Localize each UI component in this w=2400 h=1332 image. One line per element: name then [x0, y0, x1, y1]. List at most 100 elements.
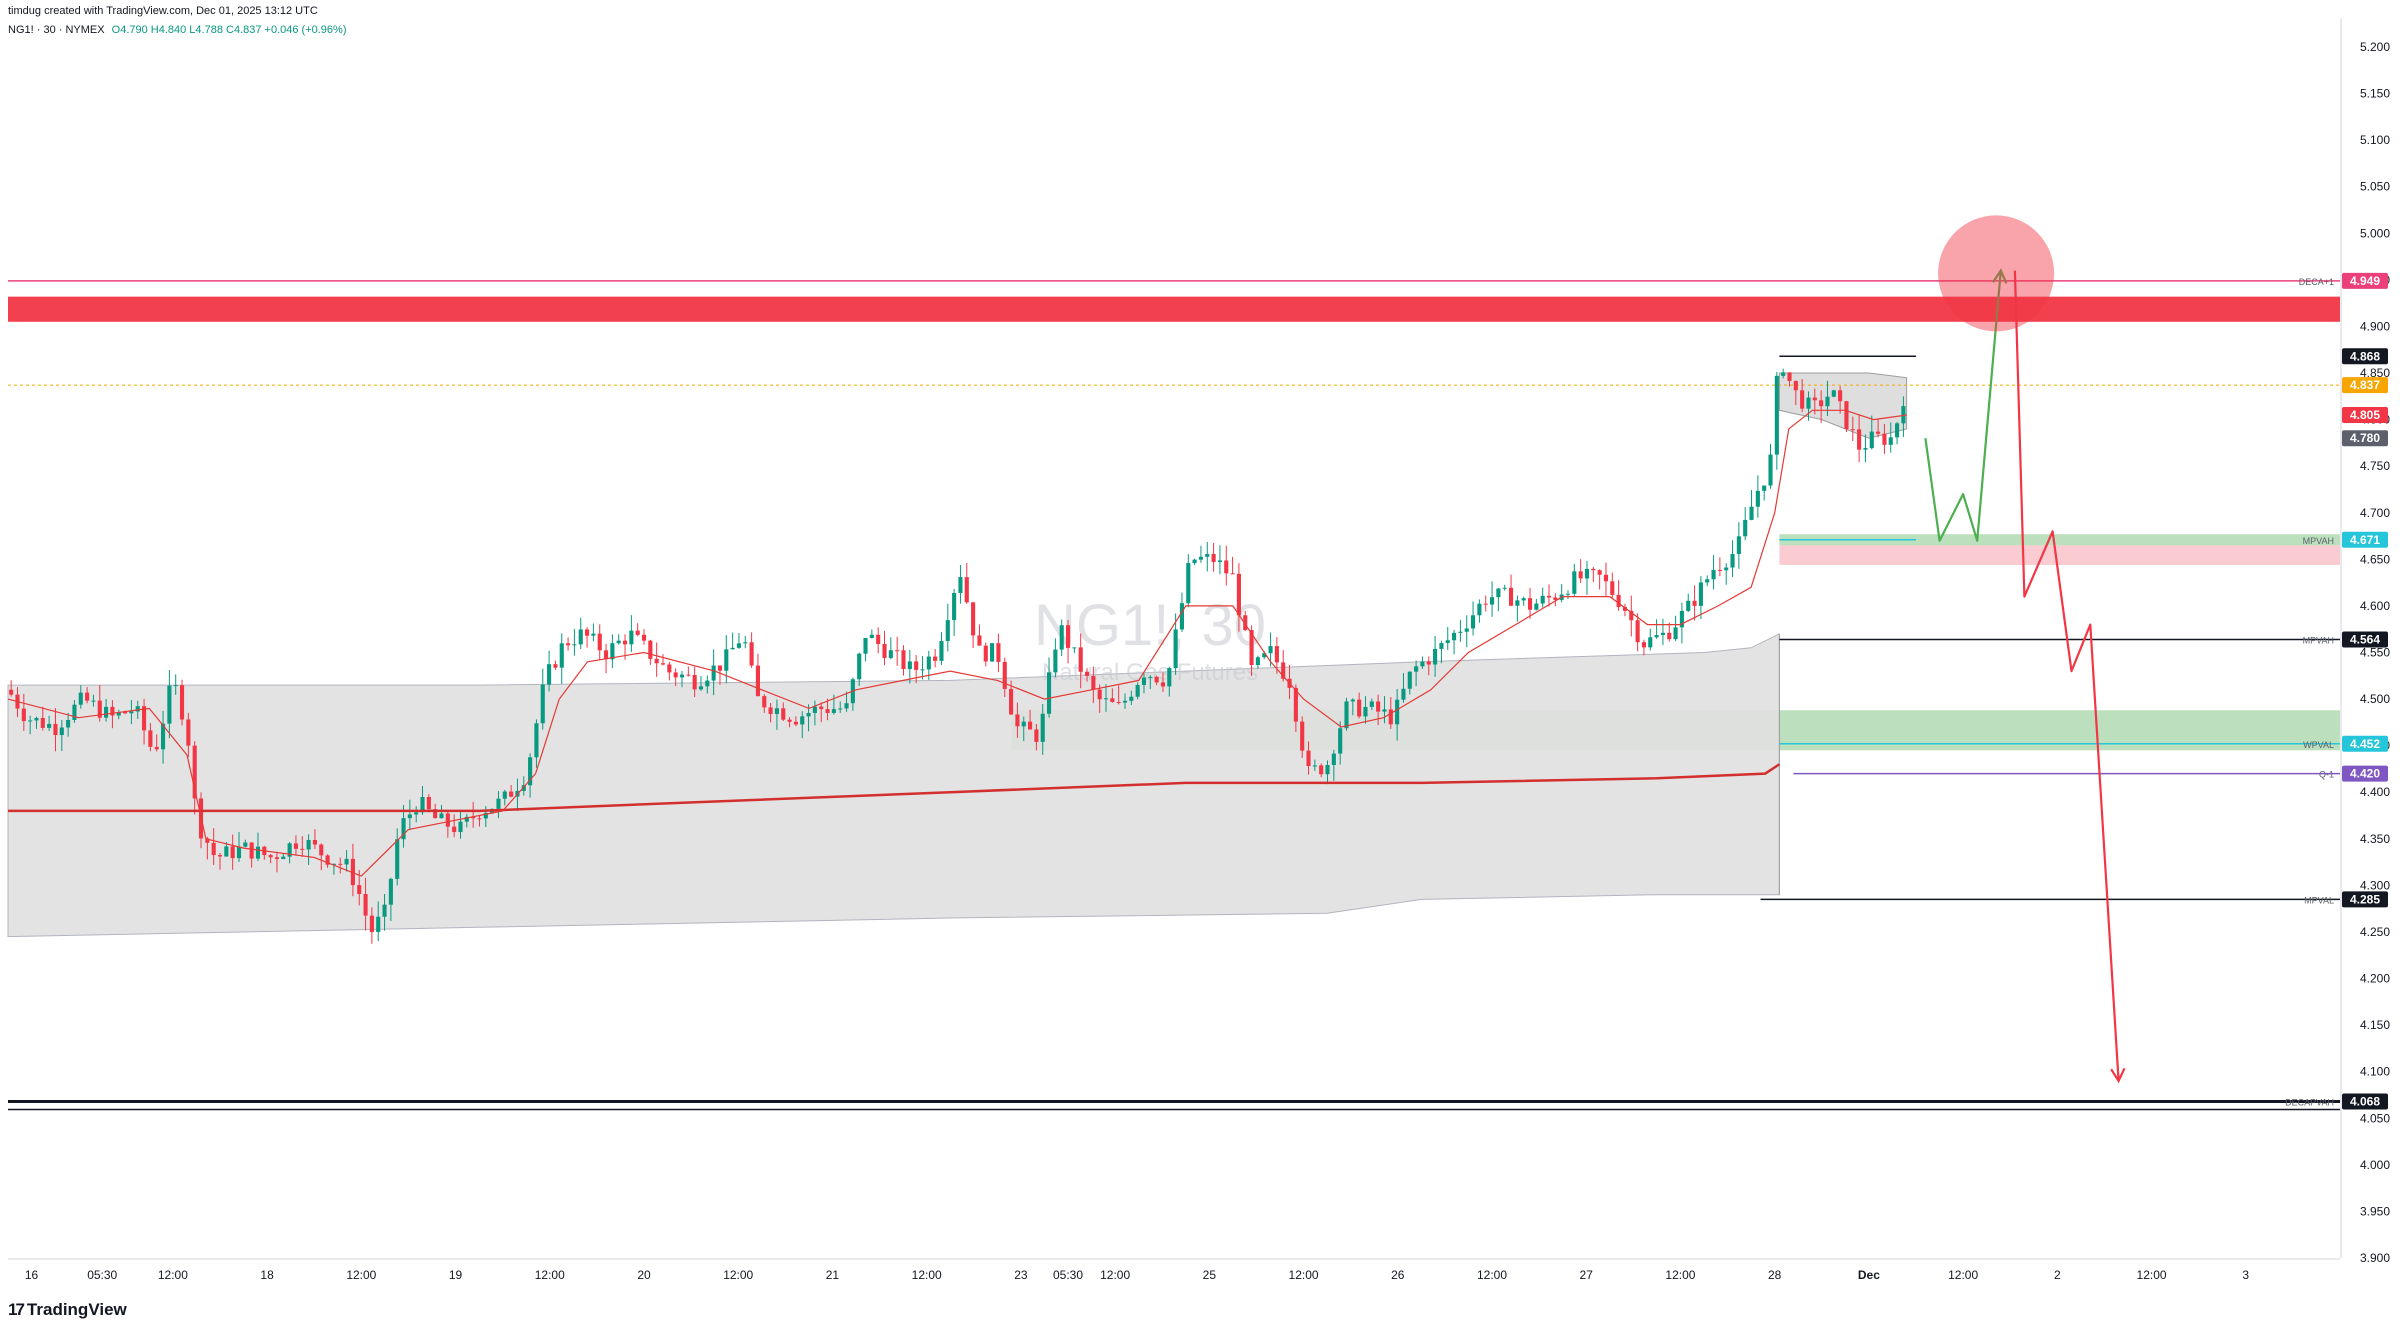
- candle: [426, 794, 431, 813]
- candle: [1591, 566, 1596, 583]
- candle-body: [274, 857, 280, 860]
- y-tick-label: 5.150: [2360, 87, 2390, 101]
- candle: [445, 810, 450, 838]
- candle-body: [319, 844, 324, 856]
- candle: [376, 901, 381, 942]
- candle-body: [768, 707, 773, 715]
- candle: [888, 637, 893, 660]
- candle-body: [401, 818, 406, 840]
- candle-body: [800, 716, 805, 725]
- candle: [1857, 414, 1862, 463]
- candle: [730, 632, 735, 650]
- candle: [66, 712, 71, 737]
- candle: [1686, 593, 1691, 613]
- candle: [78, 685, 83, 709]
- candle: [1844, 400, 1849, 433]
- y-tick-label: 3.900: [2360, 1251, 2390, 1265]
- symbol-name[interactable]: NG1! · 30 · NYMEX: [8, 24, 105, 36]
- candle-body: [724, 649, 729, 671]
- candle-body: [439, 813, 444, 819]
- candle: [768, 703, 773, 723]
- candle: [1901, 396, 1906, 437]
- candle-body: [1015, 714, 1020, 727]
- y-tick-label: 5.000: [2360, 226, 2390, 240]
- candle-body: [1483, 603, 1488, 605]
- candle: [325, 854, 330, 868]
- candle-body: [844, 703, 849, 709]
- candle-body: [920, 669, 925, 671]
- candle-body: [78, 692, 83, 705]
- candle-body: [990, 643, 995, 662]
- candle: [547, 650, 552, 692]
- tradingview-logo-icon: 17: [8, 1300, 25, 1319]
- price-axis[interactable]: 5.2005.1505.1005.0505.0004.9504.9004.850…: [2360, 40, 2390, 1265]
- candle: [1217, 545, 1222, 575]
- time-axis[interactable]: 16 05:30 12:00 18 12:00 19 12:00 20 12:00 21 12:00…: [25, 1268, 2250, 1282]
- price-tag-bg: [2342, 531, 2388, 548]
- candle-body: [547, 664, 552, 685]
- y-tick-label: 4.400: [2360, 785, 2390, 799]
- candle: [211, 828, 216, 865]
- level-label: MPVAH: [2303, 536, 2334, 546]
- candle-body: [1705, 579, 1710, 583]
- candle: [1300, 716, 1305, 758]
- candle: [1660, 618, 1665, 646]
- candle: [952, 588, 957, 636]
- candle-body: [483, 812, 488, 819]
- candle: [920, 656, 925, 680]
- vwap-line: [7, 409, 1907, 877]
- candle: [597, 624, 602, 660]
- y-tick-label: 4.850: [2360, 366, 2390, 380]
- candle: [110, 700, 115, 729]
- chart-credit: timdug created with TradingView.com, Dec…: [8, 5, 318, 17]
- candle: [1129, 690, 1134, 705]
- candle: [249, 842, 254, 868]
- candle: [97, 685, 102, 722]
- candle: [1850, 416, 1855, 441]
- candle: [1243, 610, 1248, 631]
- candle-body: [471, 816, 476, 819]
- candle-body: [1173, 629, 1178, 669]
- ohlc-values: O4.790 H4.840 L4.788 C4.837 +0.046 (+0.9…: [111, 24, 347, 36]
- candle-body: [217, 855, 223, 857]
- x-tick-label: 16: [25, 1268, 39, 1282]
- candle-body: [711, 665, 716, 681]
- price-tag: 4.285: [2342, 891, 2388, 908]
- candle-body: [47, 723, 52, 728]
- candle-body: [1350, 699, 1355, 702]
- candle: [876, 627, 881, 654]
- x-tick-label: 12:00: [1100, 1268, 1130, 1282]
- candle-body: [1002, 661, 1007, 689]
- candle: [844, 691, 849, 712]
- candle-body: [1768, 454, 1773, 486]
- candle: [1743, 507, 1748, 541]
- candle-body: [1249, 630, 1254, 665]
- candle-body: [72, 704, 77, 720]
- candle: [1534, 598, 1539, 611]
- candle: [179, 679, 185, 726]
- candle: [1540, 587, 1545, 608]
- candle: [1015, 702, 1020, 738]
- candle-body: [1065, 625, 1071, 648]
- candle-body: [1755, 490, 1760, 507]
- candle-body: [743, 642, 748, 644]
- candle-body: [705, 680, 710, 687]
- candle-body: [1414, 666, 1419, 672]
- candle: [787, 717, 792, 728]
- candle-body: [1452, 632, 1457, 641]
- candle-body: [1255, 657, 1260, 665]
- y-tick-label: 4.300: [2360, 878, 2390, 892]
- candle-body: [496, 798, 501, 809]
- projection-arrows: [1924, 215, 2126, 1084]
- candle-body: [1458, 631, 1463, 633]
- candle: [217, 852, 223, 870]
- candle: [793, 716, 798, 727]
- symbol-legend[interactable]: NG1! · 30 · NYMEX O4.790 H4.840 L4.788 C…: [8, 24, 346, 36]
- candle: [1116, 685, 1121, 705]
- candle-body: [433, 809, 438, 819]
- candle: [1616, 580, 1621, 611]
- candle: [1749, 490, 1754, 521]
- tradingview-logo[interactable]: 17 TradingView: [8, 1300, 127, 1320]
- candle: [91, 694, 96, 707]
